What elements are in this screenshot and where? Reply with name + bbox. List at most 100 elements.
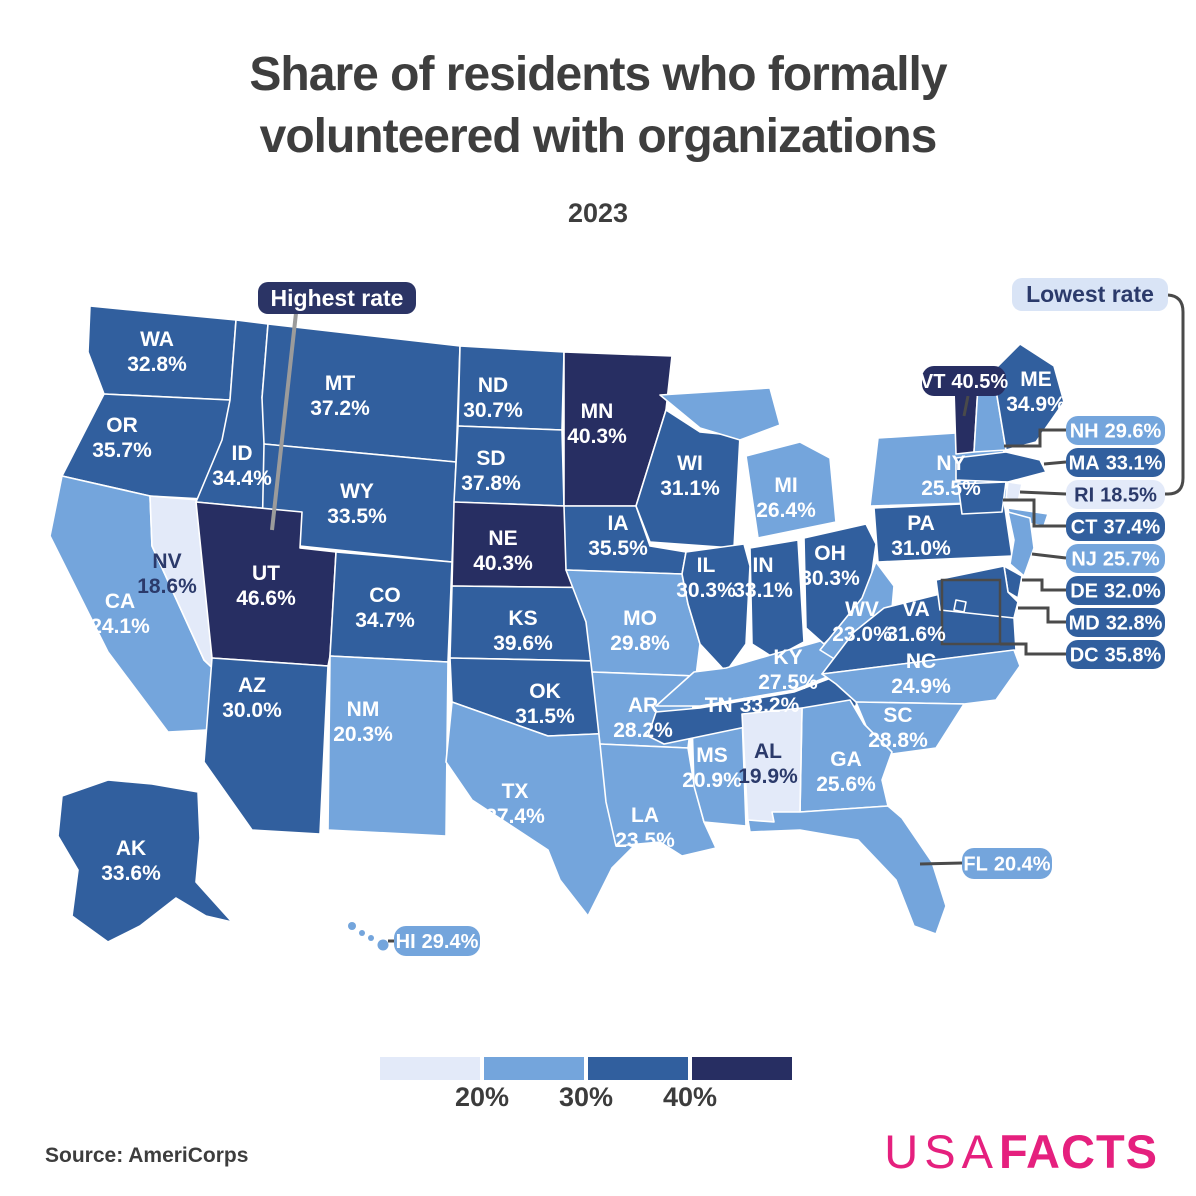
state-value-ME: 34.9% xyxy=(1006,393,1066,416)
callout-line-VT xyxy=(962,395,970,417)
state-HI-island xyxy=(377,939,389,951)
highest-rate-label: Highest rate xyxy=(258,282,416,314)
state-value-AR: 28.2% xyxy=(613,719,673,742)
page-title-line1: Share of residents who formally xyxy=(249,48,947,101)
page-title: Share of residents who formally voluntee… xyxy=(0,44,1196,168)
state-abbr-WV: WV xyxy=(845,598,879,621)
state-abbr-KS: KS xyxy=(508,607,537,630)
state-AZ xyxy=(203,657,329,835)
state-abbr-NV: NV xyxy=(152,550,181,573)
state-MD xyxy=(935,565,1019,619)
state-abbr-CA: CA xyxy=(105,590,135,613)
callout-line-CT xyxy=(1003,498,1066,528)
state-value-NY: 25.5% xyxy=(921,477,981,500)
state-value-AK: 33.6% xyxy=(101,862,161,885)
callout-value-HI: 29.4% xyxy=(422,931,479,953)
state-abbr-WA: WA xyxy=(140,328,174,351)
state-NC xyxy=(821,649,1021,705)
callout-value-NJ: 25.7% xyxy=(1103,549,1160,571)
callout-abbr-RI: RI xyxy=(1074,485,1094,507)
state-value-OH: 30.3% xyxy=(800,567,860,590)
state-NM xyxy=(327,655,449,837)
state-value-CA: 24.1% xyxy=(90,615,150,638)
state-abbr-IL: IL xyxy=(697,554,716,577)
state-abbr-KY: KY xyxy=(773,646,802,669)
state-abbr-AR: AR xyxy=(628,694,658,717)
states-layer xyxy=(49,305,1065,951)
state-value-NM: 20.3% xyxy=(333,723,393,746)
callout-abbr-NJ: NJ xyxy=(1071,549,1097,571)
state-NJ xyxy=(1007,511,1035,577)
state-SC xyxy=(855,701,965,755)
highest-rate-leader-line xyxy=(270,312,298,531)
callout-line-NH xyxy=(1004,428,1066,448)
state-HI-island xyxy=(359,930,365,936)
callout-pills-layer: FL 20.4%NJ 25.7%DE 32.0%MD 32.8%DC 35.8%VT 40.… xyxy=(394,366,1165,956)
callout-abbr-MA: MA xyxy=(1069,453,1100,475)
state-abbr-AZ: AZ xyxy=(238,674,266,697)
state-abbr-NC: NC xyxy=(906,650,936,673)
state-value-VA: 31.6% xyxy=(886,623,946,646)
state-value-OK: 31.5% xyxy=(515,705,575,728)
state-MI-part xyxy=(659,387,781,441)
state-abbr-LA: LA xyxy=(631,804,659,827)
state-abbr-ND: ND xyxy=(478,374,508,397)
state-LA xyxy=(599,743,717,857)
callout-line-NJ xyxy=(1031,552,1067,560)
state-value-OR: 35.7% xyxy=(92,439,152,462)
lowest-rate-bracket-line xyxy=(1165,293,1185,496)
lowest-rate-label: Lowest rate xyxy=(1012,278,1168,311)
state-abbr-MS: MS xyxy=(696,744,728,767)
state-value-AZ: 30.0% xyxy=(222,699,282,722)
callout-line-DC xyxy=(1000,642,1066,656)
callout-abbr-DC: DC xyxy=(1070,645,1099,667)
state-abbr-PA: PA xyxy=(907,512,935,535)
state-value-WA: 32.8% xyxy=(127,353,187,376)
page-title-line2: volunteered with organizations xyxy=(259,110,938,163)
state-abbr-ME: ME xyxy=(1020,368,1052,391)
state-value-IN: 33.1% xyxy=(733,579,793,602)
callout-pill-NH xyxy=(1066,416,1165,445)
callout-text-NH: NH 29.6% xyxy=(1070,421,1162,443)
state-value-MI: 26.4% xyxy=(756,499,816,522)
callout-text-HI: HI 29.4% xyxy=(396,931,479,953)
state-CO xyxy=(329,551,453,663)
state-HI-island xyxy=(348,922,356,930)
state-value-UT: 46.6% xyxy=(236,587,296,610)
callout-abbr-NH: NH xyxy=(1070,421,1099,443)
callout-value-DE: 32.0% xyxy=(1104,581,1161,603)
callout-line-DE xyxy=(1022,578,1066,592)
callout-value-MD: 32.8% xyxy=(1106,613,1163,635)
state-MI xyxy=(745,441,837,539)
callout-pill-RI xyxy=(1066,480,1165,509)
state-abbr-IN: IN xyxy=(753,554,774,577)
state-abbr-AL: AL xyxy=(754,740,782,763)
state-abbr-SD: SD xyxy=(476,447,505,470)
state-abbr-AK: AK xyxy=(116,837,146,860)
state-value-GA: 25.6% xyxy=(816,773,876,796)
state-abbr-NY: NY xyxy=(936,452,965,475)
state-abbr-NM: NM xyxy=(347,698,380,721)
state-abbr-ID: ID xyxy=(232,442,253,465)
callout-value-FL: 20.4% xyxy=(994,854,1051,876)
callout-pill-CT xyxy=(1066,512,1165,541)
callout-value-RI: 18.5% xyxy=(1100,485,1157,507)
state-AK xyxy=(57,779,233,943)
page-subtitle: 2023 xyxy=(567,198,629,228)
state-CT xyxy=(957,481,1007,515)
callout-abbr-FL: FL xyxy=(963,854,987,876)
state-value-ID: 34.4% xyxy=(212,467,272,490)
dc-region-focus-box xyxy=(940,578,1002,646)
callout-abbr-DE: DE xyxy=(1070,581,1098,603)
state-abbr-CO: CO xyxy=(369,584,401,607)
state-DC xyxy=(953,599,967,613)
state-abbr-MT: MT xyxy=(325,372,355,395)
callout-value-CT: 37.4% xyxy=(1103,517,1160,539)
state-FL xyxy=(747,805,947,935)
callout-line-MD xyxy=(1018,606,1066,624)
state-value-KY: 27.5% xyxy=(758,671,818,694)
source-text: Source: AmeriCorps xyxy=(45,1144,249,1167)
state-value-PA: 31.0% xyxy=(891,537,951,560)
